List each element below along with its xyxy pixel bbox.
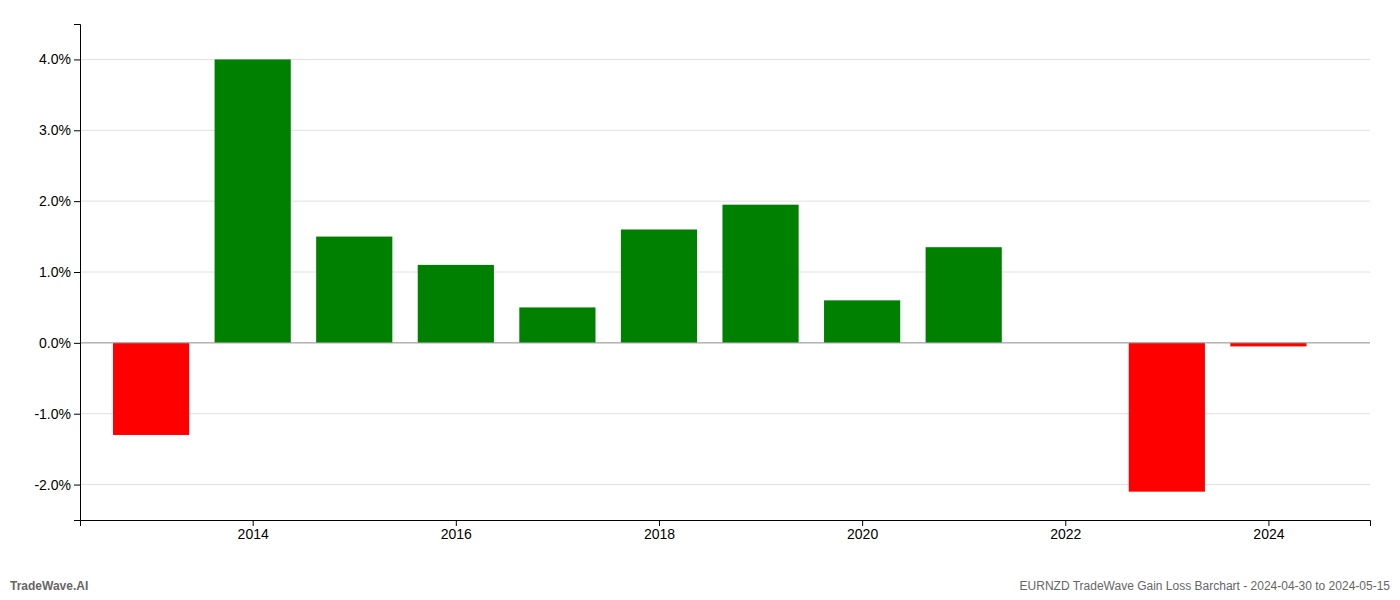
bar	[519, 307, 595, 342]
y-tick-mark	[74, 343, 80, 344]
y-tick-label: 2.0%	[39, 193, 71, 209]
y-axis: -2.0% -1.0% 0.0% 1.0% 2.0% 3.0% 4.0%	[34, 25, 80, 521]
y-tick: -1.0%	[34, 406, 80, 422]
bar	[1129, 343, 1205, 492]
y-tick-label: 1.0%	[39, 264, 71, 280]
plot: 2014 2016 2018 2020 2022 2024 -2.0% -1.0% 0.0% 1.…	[34, 25, 1370, 542]
zero-line	[80, 342, 1370, 343]
x-axis-line	[81, 521, 1371, 527]
y-tick: 3.0%	[39, 122, 80, 138]
bar	[722, 205, 798, 343]
footer-right: EURNZD TradeWave Gain Loss Barchart - 20…	[1020, 579, 1391, 593]
y-tick-mark	[74, 130, 80, 131]
y-tick-label: 3.0%	[39, 122, 71, 138]
y-axis-line	[74, 25, 81, 521]
x-tick: 2020	[847, 520, 878, 542]
x-tick-label: 2024	[1253, 526, 1284, 542]
bar	[926, 247, 1002, 343]
bar	[316, 237, 392, 343]
x-tick-label: 2014	[238, 526, 269, 542]
y-tick-label: 0.0%	[39, 335, 71, 351]
chart: 2014 2016 2018 2020 2022 2024 -2.0% -1.0% 0.0% 1.…	[0, 0, 1400, 600]
x-axis: 2014 2016 2018 2020 2022 2024	[81, 520, 1371, 542]
y-tick: 4.0%	[39, 51, 80, 67]
bars	[113, 59, 1307, 491]
x-tick: 2018	[644, 520, 675, 542]
x-tick: 2022	[1050, 520, 1081, 542]
x-tick: 2024	[1253, 520, 1284, 542]
bar	[1230, 343, 1306, 347]
bar	[215, 59, 291, 342]
x-tick-label: 2016	[441, 526, 472, 542]
grid-line	[80, 342, 1370, 343]
y-tick-label: -1.0%	[34, 406, 71, 422]
x-tick-label: 2020	[847, 526, 878, 542]
y-tick-label: 4.0%	[39, 51, 71, 67]
y-tick: -2.0%	[34, 477, 80, 493]
y-tick: 2.0%	[39, 193, 80, 209]
x-tick: 2014	[238, 520, 269, 542]
x-tick-label: 2018	[644, 526, 675, 542]
y-tick-mark	[74, 272, 80, 273]
bar	[824, 300, 900, 343]
x-tick: 2016	[441, 520, 472, 542]
y-tick-mark	[74, 59, 80, 60]
x-tick-label: 2022	[1050, 526, 1081, 542]
y-tick-mark	[74, 414, 80, 415]
bar	[418, 265, 494, 343]
y-tick: 0.0%	[39, 335, 80, 351]
y-tick: 1.0%	[39, 264, 80, 280]
y-tick-mark	[74, 485, 80, 486]
y-tick-label: -2.0%	[34, 477, 71, 493]
bar	[113, 343, 189, 435]
footer-left: TradeWave.AI	[10, 579, 88, 593]
y-tick-mark	[74, 201, 80, 202]
bar	[621, 229, 697, 342]
